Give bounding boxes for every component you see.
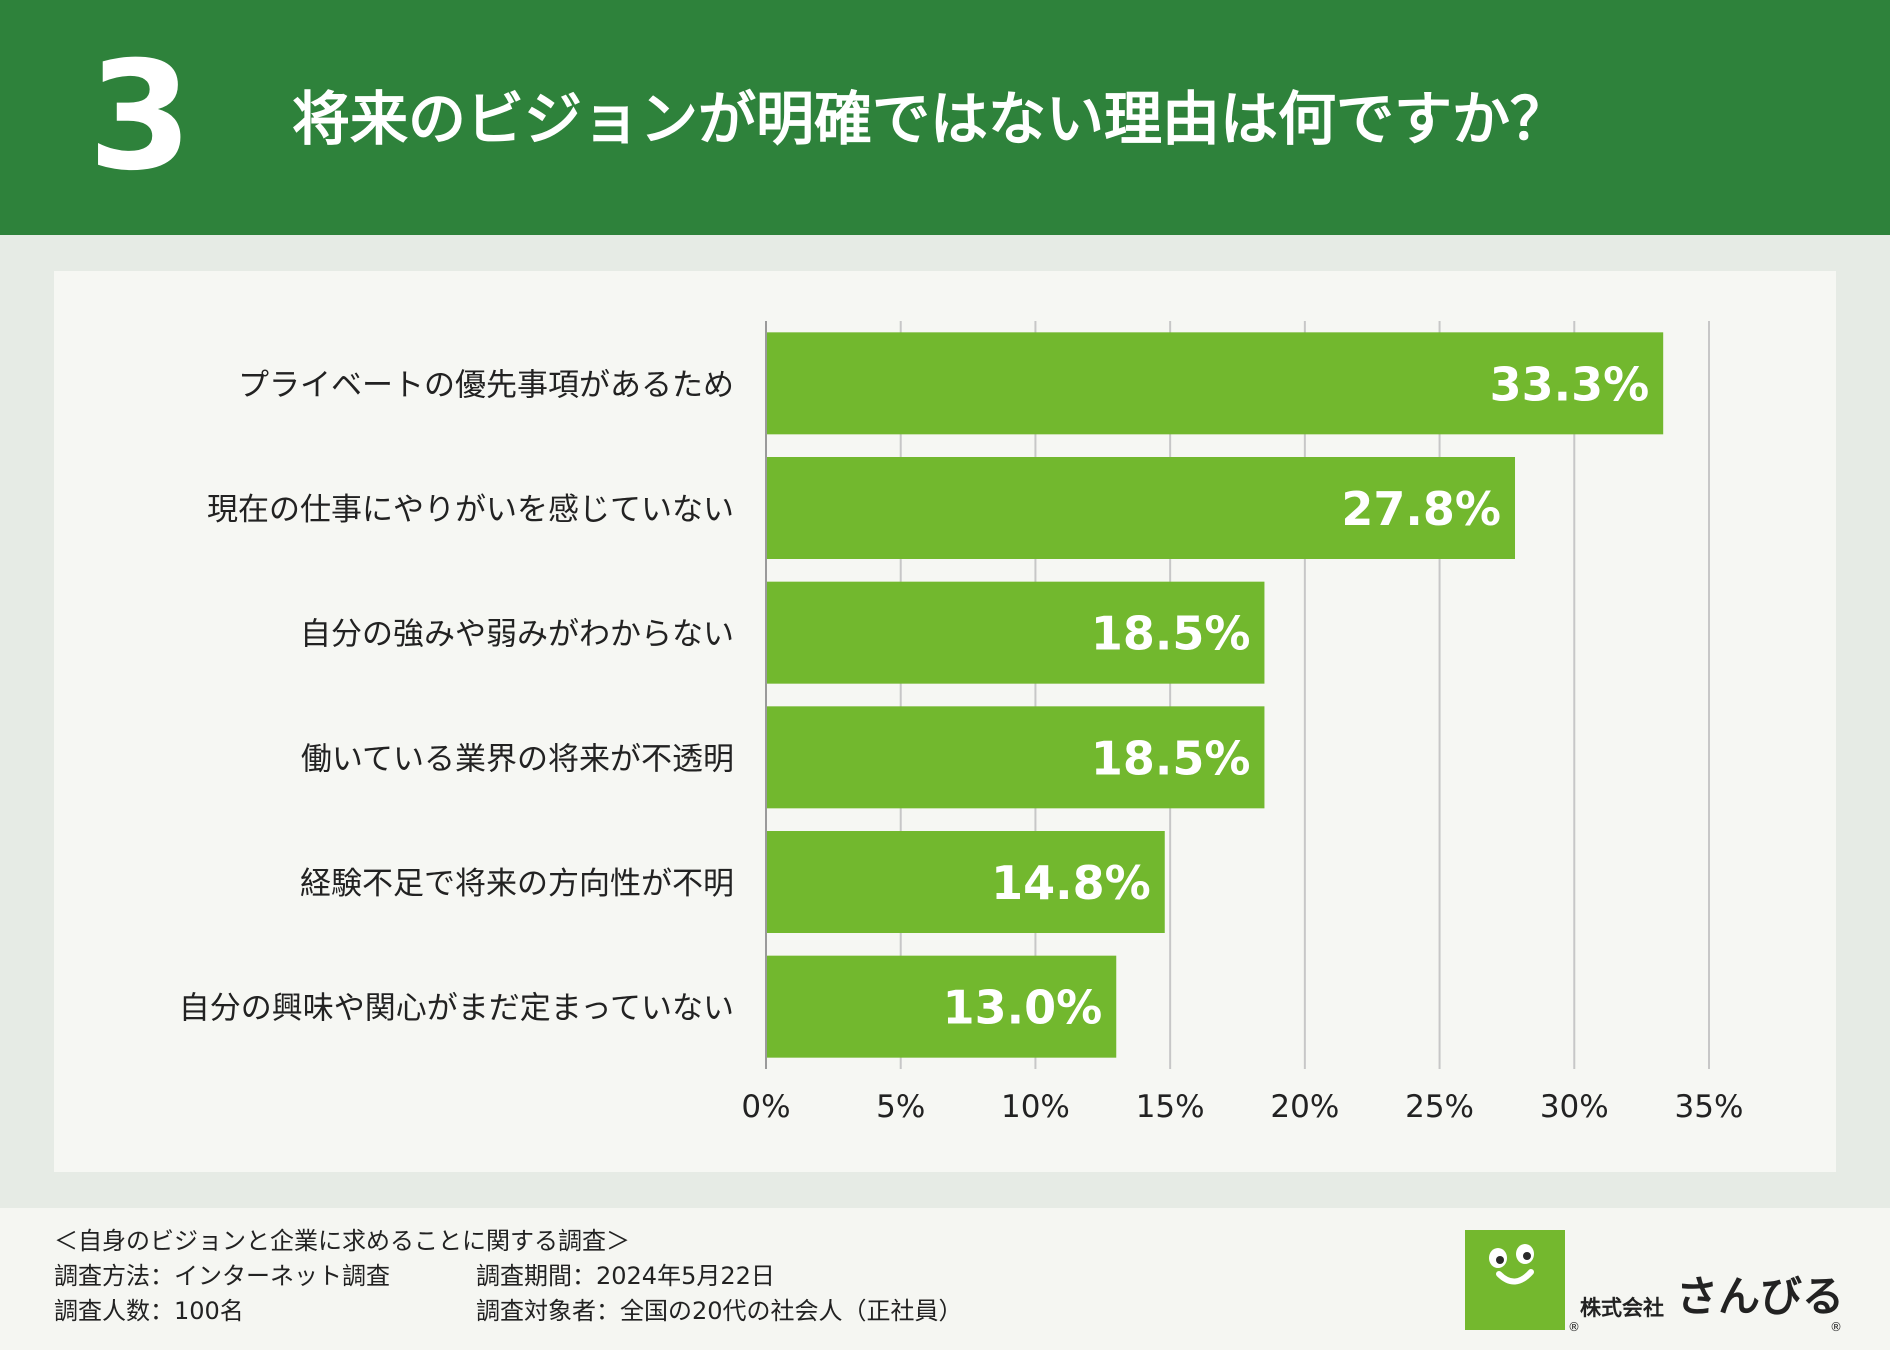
survey-period: 調査期間：2024年5月22日	[476, 1262, 775, 1290]
value-label: 14.8%	[991, 856, 1151, 910]
value-label: 27.8%	[1341, 482, 1501, 536]
bar	[766, 581, 1265, 684]
x-tick-label: 25%	[1405, 1089, 1474, 1125]
category-label: 経験不足で将来の方向性が不明	[300, 866, 734, 902]
bar	[766, 457, 1516, 559]
question-number: 3	[88, 30, 193, 204]
logo-mascot	[1465, 1230, 1565, 1330]
category-label: 現在の仕事にやりがいを感じていない	[207, 492, 734, 528]
survey-name: ＜自身のビジョンと企業に求めることに関する調査＞	[54, 1227, 630, 1255]
bar	[766, 332, 1664, 435]
mascot-face-icon	[1489, 1244, 1534, 1285]
value-label: 13.0%	[943, 981, 1103, 1035]
bar	[766, 955, 1117, 1058]
x-tick-label: 15%	[1136, 1089, 1205, 1125]
category-label: 働いている業界の将来が不透明	[301, 741, 734, 777]
bar-chart: プライベートの優先事項があるため 33.3% 現在の仕事にやりがいを感じていない 27…	[179, 321, 1744, 1125]
footer: ＜自身のビジョンと企業に求めることに関する調査＞ 調査方法：インターネット調査 …	[0, 1208, 1890, 1350]
reg-mark-1: ®	[1568, 1320, 1580, 1334]
logo-company-type: 株式会社	[1580, 1296, 1664, 1320]
x-tick-label: 5%	[876, 1089, 925, 1125]
header-banner: 3 将来のビジョンが明確ではない理由は何ですか？	[0, 0, 1890, 235]
value-label: 18.5%	[1091, 607, 1251, 661]
x-tick-label: 30%	[1540, 1089, 1609, 1125]
survey-count: 調査人数：100名	[54, 1297, 244, 1325]
category-label: 自分の興味や関心がまだ定まっていない	[179, 991, 734, 1027]
x-tick-label: 35%	[1675, 1089, 1744, 1125]
x-tick-label: 20%	[1270, 1089, 1339, 1125]
survey-target: 調査対象者：全国の20代の社会人（正社員）	[476, 1297, 963, 1325]
category-label: プライベートの優先事項があるため	[238, 367, 734, 403]
bar	[766, 706, 1265, 809]
value-label: 18.5%	[1091, 731, 1251, 785]
value-label: 33.3%	[1490, 357, 1650, 411]
chart-panel: プライベートの優先事項があるため 33.3% 現在の仕事にやりがいを感じていない 27…	[54, 271, 1836, 1172]
x-tick-label: 10%	[1001, 1089, 1070, 1125]
logo-name: さんびる	[1676, 1272, 1845, 1321]
category-label: 自分の強みや弱みがわからない	[300, 617, 734, 653]
question-title: 将来のビジョンが明確ではない理由は何ですか？	[292, 85, 1569, 153]
bar	[766, 831, 1165, 933]
survey-method: 調査方法：インターネット調査	[54, 1262, 390, 1290]
x-tick-label: 0%	[741, 1089, 790, 1125]
reg-mark-2: ®	[1830, 1320, 1842, 1334]
